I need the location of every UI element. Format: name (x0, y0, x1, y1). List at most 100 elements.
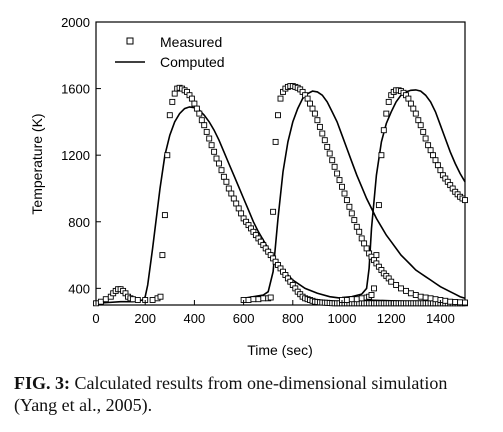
measured-point (193, 105, 200, 112)
measured-point (321, 137, 328, 144)
ticks-layer: 0 200 400 600 800 1000 1200 1400 400 800 1200 1600 2… (61, 15, 455, 326)
legend-marker-measured (126, 37, 134, 45)
measured-point (407, 100, 414, 107)
measured-point (159, 252, 166, 259)
measured-point (462, 197, 468, 204)
measured-point (437, 167, 444, 174)
x-tick-label: 1000 (328, 311, 357, 326)
measured-point (348, 296, 355, 303)
measured-point (307, 100, 313, 107)
x-tick-label: 0 (92, 311, 99, 326)
measured-point (250, 296, 257, 303)
measured-point (420, 128, 427, 135)
measured-point (304, 95, 311, 102)
measured-point (388, 278, 395, 285)
measured-point (434, 162, 441, 169)
measured-point (410, 105, 417, 112)
measured-point (415, 117, 422, 124)
measured-point (447, 298, 454, 305)
computed-line-3 (341, 89, 466, 299)
y-tick-label: 1600 (61, 82, 90, 97)
measured-point (403, 287, 409, 294)
measured-point (314, 117, 321, 124)
measured-point (171, 90, 178, 97)
measured-point (228, 190, 235, 197)
measured-point (356, 228, 363, 235)
chart: 0 200 400 600 800 1000 1200 1400 400 800 1200 1600 2… (29, 15, 468, 358)
measured-point (272, 138, 279, 145)
y-tick-label: 800 (68, 215, 90, 230)
measured-point (216, 160, 222, 167)
computed-line-1 (95, 106, 466, 305)
y-tick-label: 2000 (61, 15, 90, 30)
measured-point (309, 105, 316, 112)
measured-point (343, 197, 350, 204)
x-tick-label: 200 (134, 311, 156, 326)
measured-point (375, 202, 382, 209)
measured-point (417, 122, 424, 129)
measured-point (169, 98, 176, 105)
measured-point (255, 296, 262, 303)
measured-point (102, 296, 109, 303)
measured-point (425, 142, 432, 149)
x-tick-label: 400 (184, 311, 206, 326)
x-tick-label: 600 (233, 311, 255, 326)
x-tick-label: 1200 (377, 311, 406, 326)
measured-point (218, 167, 225, 174)
measured-point (348, 210, 355, 217)
caption-text: Calculated results from one-dimensional … (14, 373, 448, 415)
measured-point (326, 150, 333, 157)
measured-point (201, 122, 208, 129)
measured-point (230, 195, 237, 202)
measured-point (161, 212, 168, 219)
measured-point (422, 135, 429, 142)
measured-point (311, 110, 318, 117)
measured-point (129, 296, 136, 303)
measured-point (412, 292, 419, 298)
measured-point (267, 294, 274, 301)
y-axis-label: Temperature (K) (29, 113, 45, 214)
measured-point (462, 299, 468, 306)
x-tick-label: 800 (282, 311, 304, 326)
measured-point (97, 298, 104, 305)
y-tick-label: 1200 (61, 148, 90, 163)
measured-point (196, 110, 203, 117)
measured-point (275, 112, 281, 119)
legend-label-computed: Computed (160, 54, 225, 70)
measured-point (432, 296, 439, 303)
measured-point (361, 240, 368, 247)
measured-point (353, 296, 360, 303)
measured-point (270, 208, 277, 215)
measured-point (211, 148, 218, 155)
measured-point (412, 110, 419, 117)
x-axis-label: Time (sec) (247, 342, 313, 358)
measured-point (358, 295, 365, 302)
measured-point (220, 173, 227, 180)
measured-point (368, 292, 375, 298)
measured-point (316, 123, 323, 130)
measured-point (191, 100, 198, 107)
measured-point (393, 282, 400, 288)
caption-label: FIG. 3: (14, 373, 70, 393)
measured-point (208, 142, 215, 149)
measured-point (385, 98, 392, 105)
measured-point (225, 185, 232, 192)
series-layer (93, 83, 468, 307)
measured-point (343, 297, 350, 303)
measured-point (245, 297, 252, 303)
measured-point (383, 110, 390, 117)
measured-point (417, 293, 424, 300)
measured-point (235, 205, 242, 212)
measured-point (157, 293, 164, 300)
measured-point (324, 143, 331, 150)
measured-point (164, 152, 171, 159)
measured-point (206, 135, 213, 142)
measured-point (432, 157, 439, 164)
measured-point (427, 147, 434, 154)
y-tick-label: 400 (68, 281, 90, 296)
measured-point (457, 299, 464, 306)
measured-point (331, 163, 338, 170)
x-tick-label: 1400 (426, 311, 455, 326)
measured-point (378, 152, 385, 159)
measured-point (260, 295, 267, 302)
